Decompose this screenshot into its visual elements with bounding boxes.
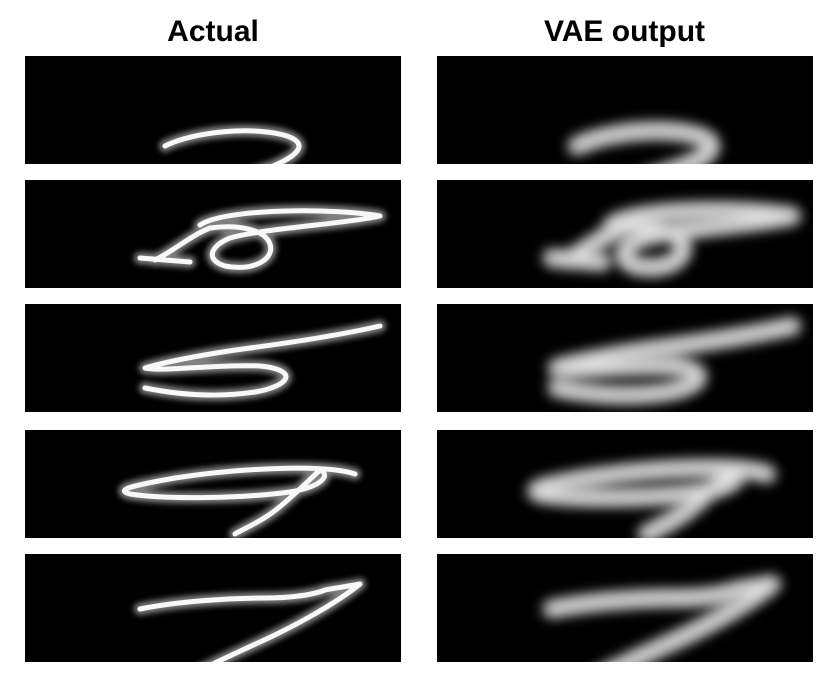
digit-8-icon: [542, 200, 802, 278]
actual-image-5: [25, 554, 401, 662]
digit-2-icon: [159, 124, 305, 164]
vae-output-image-5: [437, 554, 813, 662]
digit-5-icon: [547, 316, 802, 405]
vae-output-image-2: [437, 180, 813, 288]
digit-2-icon: [567, 120, 721, 164]
digit-7-icon: [542, 574, 782, 662]
digit-7-icon: [134, 578, 366, 662]
digit-9-icon: [526, 458, 777, 538]
digit-8-icon: [134, 204, 386, 274]
vae-output-column-title: VAE output: [543, 15, 706, 48]
digit-9-icon: [118, 462, 361, 538]
vae-output-image-3: [437, 304, 813, 412]
vae-output-image-1: [437, 56, 813, 164]
actual-image-1: [25, 56, 401, 164]
actual-image-4: [25, 430, 401, 538]
vae-output-image-4: [437, 430, 813, 538]
actual-column-title: Actual: [167, 15, 259, 48]
actual-image-3: [25, 304, 401, 412]
actual-image-2: [25, 180, 401, 288]
digit-5-icon: [139, 320, 386, 401]
